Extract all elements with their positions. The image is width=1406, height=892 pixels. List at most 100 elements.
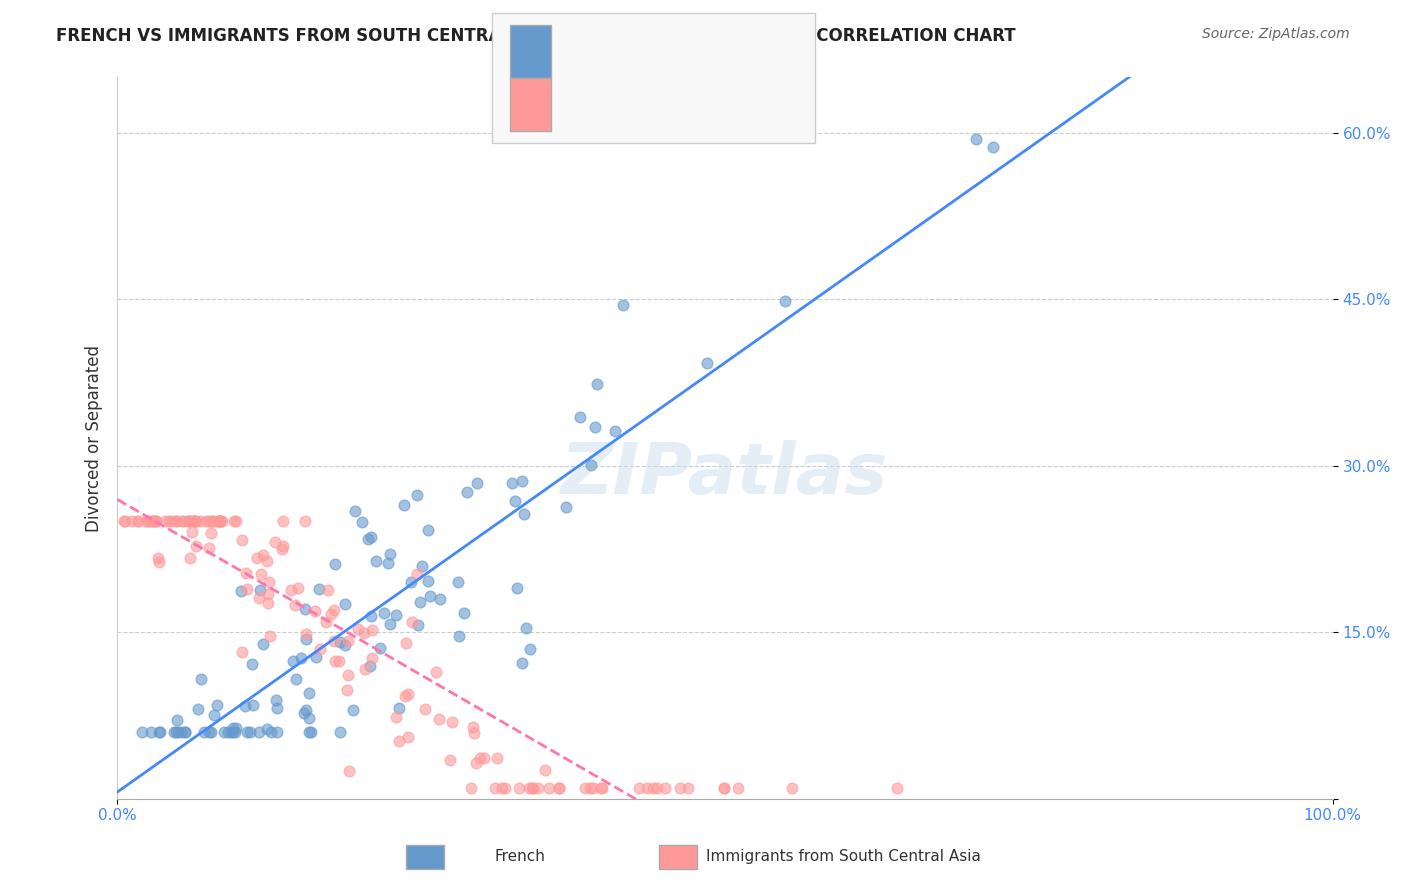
Point	[257, 587, 280, 601]
Point	[259, 574, 281, 589]
Point	[198, 541, 221, 555]
Point	[162, 725, 184, 739]
Point	[219, 725, 242, 739]
Point	[352, 515, 374, 529]
Point	[201, 514, 224, 528]
Point	[221, 725, 243, 739]
Point	[322, 603, 344, 617]
Text: R =  0.292   N = 106: R = 0.292 N = 106	[560, 40, 759, 58]
Point	[256, 722, 278, 736]
Point	[264, 692, 287, 706]
Text: ZIPatlas: ZIPatlas	[561, 440, 889, 508]
Point	[353, 625, 375, 640]
Point	[208, 514, 231, 528]
Point	[202, 707, 225, 722]
Point	[361, 623, 384, 637]
Point	[177, 514, 200, 528]
Point	[335, 638, 357, 652]
Point	[585, 377, 607, 392]
Point	[145, 514, 167, 528]
Point	[515, 621, 537, 635]
Point	[506, 581, 529, 595]
Point	[308, 582, 330, 596]
Point	[139, 725, 162, 739]
Point	[200, 725, 222, 739]
Point	[342, 703, 364, 717]
Point	[142, 514, 165, 528]
Point	[323, 557, 346, 571]
Point	[259, 629, 281, 643]
Point	[346, 622, 368, 636]
Point	[534, 763, 557, 777]
Point	[527, 780, 550, 795]
Point	[337, 667, 360, 681]
Point	[395, 635, 418, 649]
Point	[305, 650, 328, 665]
Point	[266, 725, 288, 739]
Point	[256, 554, 278, 568]
Point	[401, 615, 423, 629]
Point	[183, 514, 205, 528]
Point	[713, 780, 735, 795]
Point	[165, 514, 187, 528]
Point	[337, 764, 360, 778]
Point	[256, 596, 278, 610]
Point	[211, 514, 233, 528]
Point	[209, 514, 232, 528]
Point	[388, 734, 411, 748]
Point	[281, 654, 304, 668]
Point	[329, 635, 352, 649]
Point	[222, 514, 245, 528]
Point	[298, 725, 321, 739]
Point	[354, 662, 377, 676]
Point	[361, 651, 384, 665]
Point	[548, 780, 571, 795]
Point	[298, 686, 321, 700]
Point	[149, 725, 172, 739]
Point	[583, 420, 606, 434]
Point	[246, 550, 269, 565]
Text: Source: ZipAtlas.com: Source: ZipAtlas.com	[1202, 27, 1350, 41]
Point	[294, 632, 316, 646]
Point	[385, 607, 408, 622]
Point	[485, 750, 508, 764]
Point	[429, 592, 451, 607]
Point	[183, 514, 205, 528]
Point	[187, 702, 209, 716]
Point	[240, 657, 263, 671]
Point	[231, 533, 253, 547]
Point	[315, 615, 337, 629]
Point	[484, 780, 506, 795]
Point	[377, 556, 399, 570]
Y-axis label: Divorced or Separated: Divorced or Separated	[86, 344, 103, 532]
Point	[406, 488, 429, 502]
Point	[127, 514, 149, 528]
Point	[136, 514, 159, 528]
Point	[321, 607, 343, 621]
Point	[318, 583, 340, 598]
Point	[406, 618, 429, 632]
Point	[239, 725, 262, 739]
Point	[207, 514, 229, 528]
Point	[252, 637, 274, 651]
Point	[463, 726, 485, 740]
Point	[460, 780, 482, 795]
Point	[142, 514, 165, 528]
Point	[359, 659, 381, 673]
Point	[447, 629, 470, 643]
Point	[406, 567, 429, 582]
Point	[413, 702, 436, 716]
Point	[323, 654, 346, 668]
Point	[304, 604, 326, 618]
Point	[188, 514, 211, 528]
Point	[388, 700, 411, 714]
Point	[503, 493, 526, 508]
Point	[513, 507, 536, 521]
Point	[233, 699, 256, 714]
Point	[184, 539, 207, 553]
Point	[508, 780, 530, 795]
Point	[392, 498, 415, 512]
Point	[446, 575, 468, 590]
Point	[141, 514, 163, 528]
Point	[287, 582, 309, 596]
